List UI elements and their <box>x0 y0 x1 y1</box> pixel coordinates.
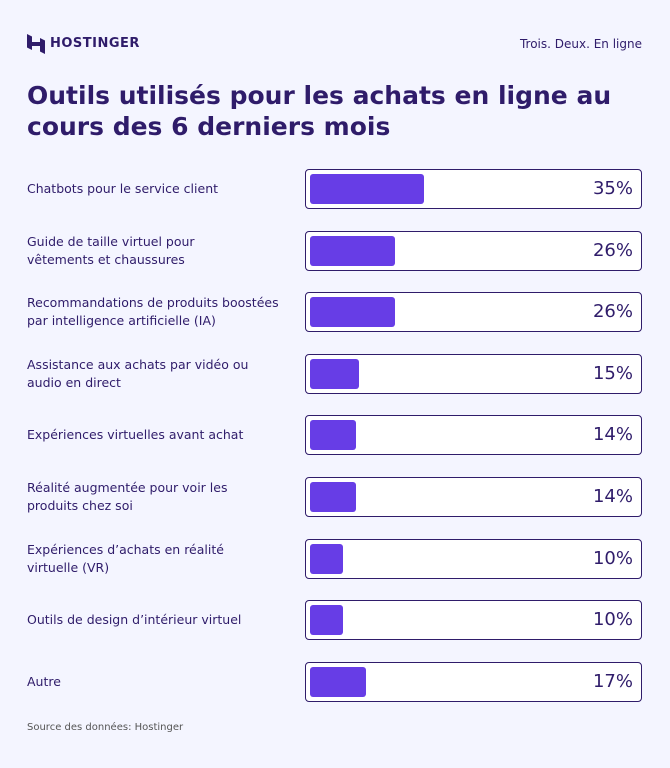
bar <box>310 666 366 697</box>
bar-track: 17% <box>305 661 642 702</box>
tagline: Trois. Deux. En ligne <box>519 37 642 51</box>
value-label: 26% <box>592 239 633 261</box>
value-label: 10% <box>592 547 633 569</box>
bar-track: 26% <box>305 292 642 333</box>
bar-track: 10% <box>305 600 642 641</box>
category-label: Outils de design d’intérieur virtuel <box>27 612 242 628</box>
value-label: 14% <box>592 486 633 507</box>
bar-track: 26% <box>305 230 642 271</box>
logo-icon <box>27 34 45 54</box>
bar-row: Outils de design d’intérieur virtuel 10% <box>0 600 670 641</box>
bar-row: Autre 17% <box>0 661 670 702</box>
bar <box>310 482 356 512</box>
bar-row: Recommandations de produits boostées par… <box>0 292 670 333</box>
value-label: 14% <box>592 424 633 446</box>
category-label: Expériences virtuelles avant achat <box>27 427 244 443</box>
bar <box>310 543 343 574</box>
category-label: Assistance aux achats par vidéo ou audio… <box>27 356 249 390</box>
bar <box>310 358 360 389</box>
bar-row: Expériences d’achats en réalité virtuell… <box>0 538 670 579</box>
bar-track: 35% <box>305 169 642 209</box>
bar-track: 14% <box>305 477 642 517</box>
category-label: Recommandations de produits boostées par… <box>27 295 279 329</box>
bar <box>310 605 343 636</box>
bar-track: 15% <box>305 353 642 394</box>
source: Source des données: Hostinger <box>27 722 184 733</box>
category-label: Guide de taille virtuel pour vêtements e… <box>27 233 195 267</box>
value-label: 17% <box>592 670 633 692</box>
bar <box>310 420 356 451</box>
value-label: 26% <box>592 301 633 323</box>
value-label: 35% <box>592 178 633 199</box>
category-label: Expériences d’achats en réalité virtuell… <box>27 541 224 575</box>
bar-track: 14% <box>305 415 642 456</box>
bar-row: Réalité augmentée pour voir les produits… <box>0 477 670 517</box>
value-label: 15% <box>592 362 633 384</box>
category-label: Autre <box>27 673 61 689</box>
value-label: 10% <box>592 609 633 631</box>
category-label: Chatbots pour le service client <box>27 181 219 196</box>
bar-row: Expériences virtuelles avant achat 14% <box>0 415 670 456</box>
bar <box>310 235 396 266</box>
brand: HOSTINGER <box>50 36 140 51</box>
bar <box>310 174 425 204</box>
chart-title: Outils utilisés pour les achats en ligne… <box>27 81 612 141</box>
bar <box>310 297 396 328</box>
bar-track: 10% <box>305 538 642 579</box>
bar-row: Chatbots pour le service client 35% <box>0 169 670 209</box>
bar-row: Guide de taille virtuel pour vêtements e… <box>0 230 670 271</box>
category-label: Réalité augmentée pour voir les produits… <box>27 480 228 513</box>
bar-row: Assistance aux achats par vidéo ou audio… <box>0 353 670 394</box>
